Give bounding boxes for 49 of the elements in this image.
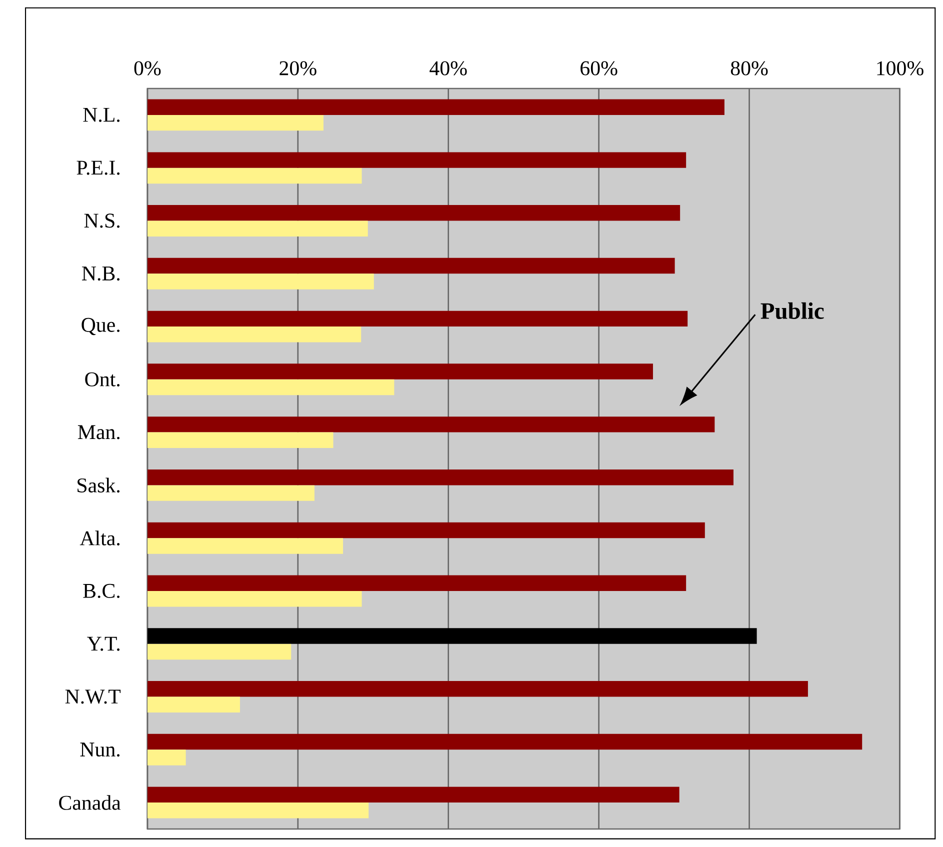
- bar: [147, 575, 686, 592]
- bar: [147, 696, 240, 713]
- bar: [147, 220, 368, 237]
- bar: [147, 310, 688, 327]
- y-tick-label: B.C.: [83, 584, 120, 598]
- bar: [147, 628, 757, 644]
- y-tick-label: Nun.: [80, 742, 120, 757]
- x-tick-label: 0%: [134, 61, 161, 76]
- bar: [147, 591, 362, 607]
- annotation: Public: [760, 302, 824, 320]
- y-tick-label: P.E.I.: [76, 161, 120, 175]
- x-tick-label: 60%: [580, 61, 618, 76]
- bar: [147, 326, 362, 342]
- y-tick-label: Ont.: [85, 372, 120, 387]
- bar: [147, 115, 324, 131]
- x-tick-label: 100%: [877, 61, 924, 76]
- y-tick-label: Sask.: [78, 478, 120, 493]
- bar: [147, 152, 686, 168]
- bar: [147, 538, 344, 554]
- bar: [147, 786, 680, 803]
- bar: [147, 432, 334, 448]
- y-tick-label: N.L.: [83, 108, 120, 122]
- bar: [147, 258, 675, 274]
- bar: [147, 522, 705, 538]
- x-tick-label: 20%: [280, 61, 316, 76]
- y-tick-label: Man.: [78, 425, 120, 440]
- bar: [147, 485, 314, 502]
- y-tick-label: N.B.: [82, 266, 120, 281]
- y-tick-label: N.S.: [84, 214, 120, 228]
- bar: [147, 364, 653, 380]
- bar: [147, 802, 369, 818]
- bar: [147, 205, 680, 221]
- bar: [147, 274, 374, 290]
- bar: [147, 734, 862, 750]
- bar: [147, 470, 734, 486]
- y-tick-label: N.W.T: [65, 690, 121, 704]
- bar: [147, 380, 394, 396]
- bar: [147, 168, 362, 184]
- y-tick-label: Y.T.: [87, 637, 120, 651]
- y-tick-label: Alta.: [80, 530, 120, 546]
- bar: [147, 750, 186, 766]
- y-tick-label: Que.: [82, 318, 120, 336]
- bar: [147, 681, 808, 697]
- bar: [147, 99, 724, 116]
- x-tick-label: 80%: [730, 61, 768, 76]
- y-tick-label: Canada: [59, 795, 121, 810]
- x-tick-label: 40%: [430, 61, 467, 76]
- bar: [147, 644, 292, 660]
- bar: [147, 416, 715, 432]
